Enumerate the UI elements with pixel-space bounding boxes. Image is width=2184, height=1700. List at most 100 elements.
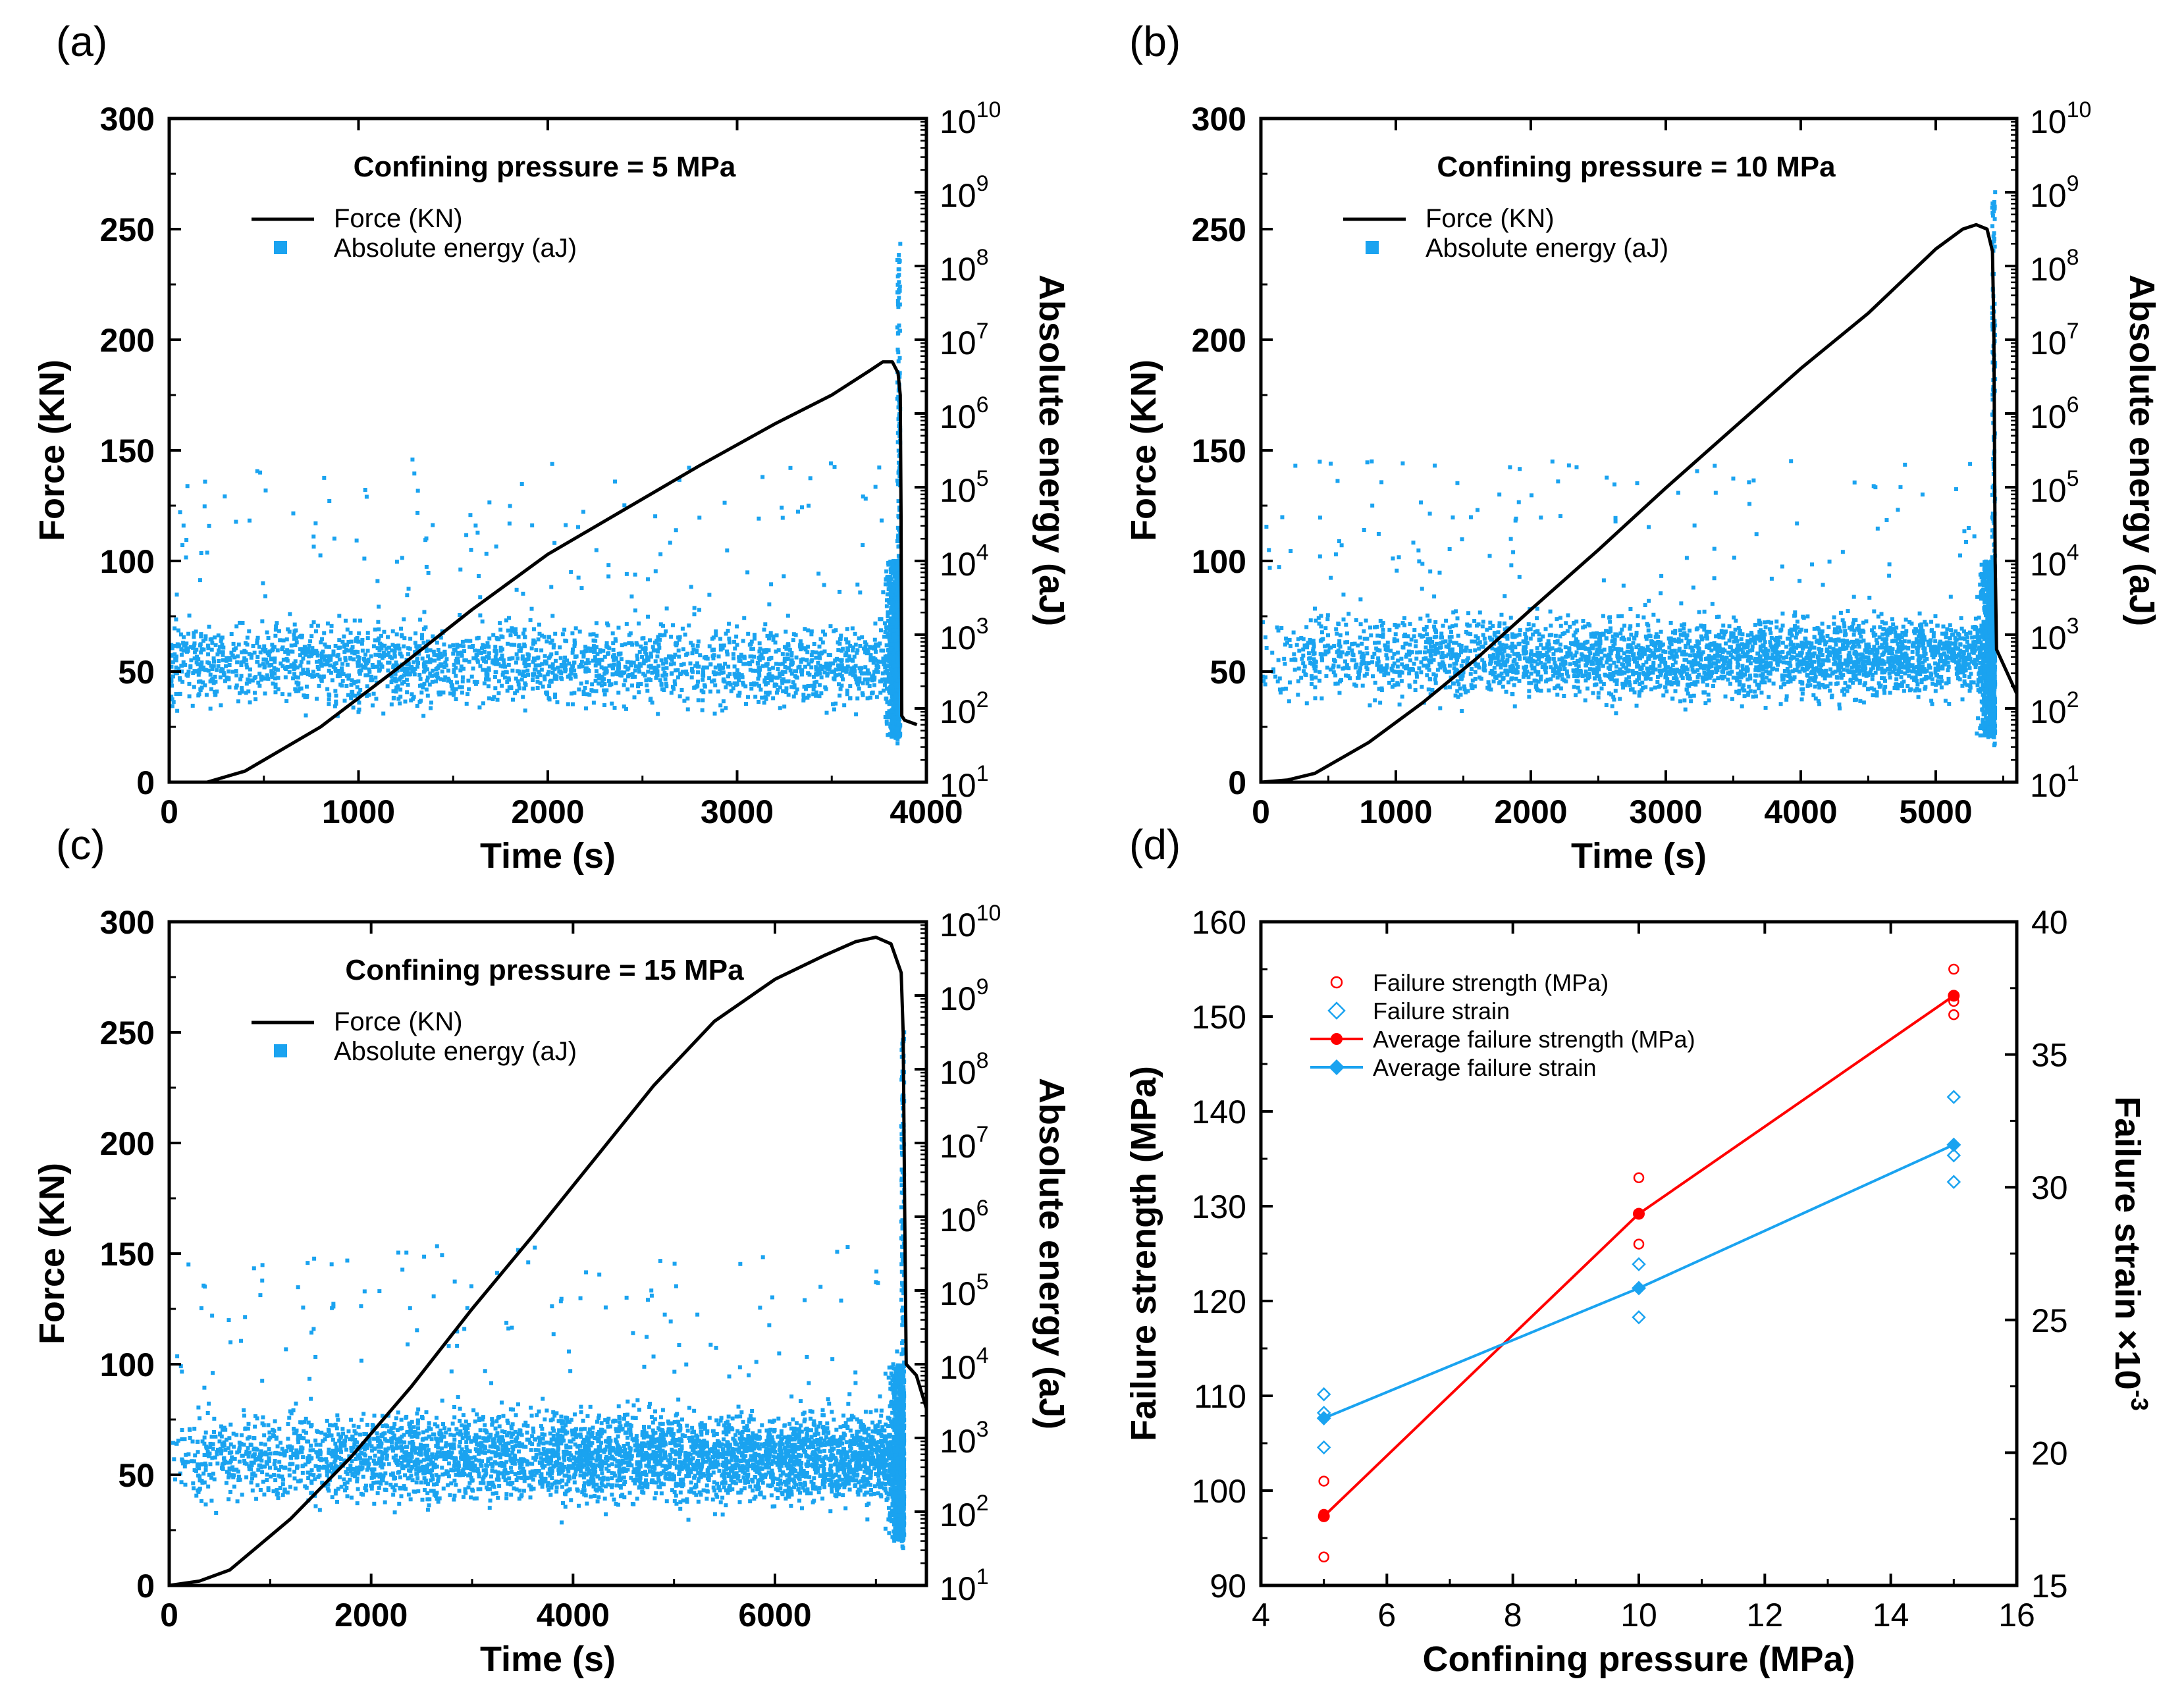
energy-point <box>1610 639 1614 644</box>
energy-point <box>724 706 728 710</box>
energy-spike-point <box>897 577 901 582</box>
energy-point <box>1962 629 1967 634</box>
energy-point <box>1632 652 1636 656</box>
energy-point <box>680 626 685 631</box>
energy-point <box>604 669 608 674</box>
energy-point <box>676 649 681 653</box>
y-axis-label: Force (KN) <box>32 359 72 541</box>
energy-point <box>1712 678 1717 683</box>
energy-point <box>822 670 827 675</box>
energy-point <box>1952 658 1957 662</box>
energy-point <box>232 655 237 660</box>
energy-point <box>593 655 597 660</box>
energy-point <box>333 662 337 666</box>
energy-point <box>1364 618 1368 623</box>
energy-point <box>292 633 296 637</box>
energy-cluster-point <box>891 559 895 564</box>
energy-point <box>171 674 176 679</box>
energy-point <box>340 679 345 683</box>
energy-point <box>439 635 443 640</box>
energy-point <box>802 684 807 689</box>
energy-point <box>345 662 350 667</box>
energy-point <box>433 679 438 683</box>
energy-spike-point <box>896 350 901 355</box>
energy-point <box>1794 631 1799 636</box>
energy-point <box>498 621 502 625</box>
energy-point <box>1711 661 1716 666</box>
energy-point <box>1368 703 1372 708</box>
energy-point <box>253 697 258 702</box>
energy-cluster-point <box>887 625 892 629</box>
energy-point <box>299 672 304 676</box>
energy-point <box>1593 635 1597 639</box>
energy-point <box>1788 631 1793 635</box>
energy-point <box>1632 656 1636 661</box>
energy-spike-point <box>896 714 901 718</box>
energy-point <box>739 673 744 677</box>
energy-point <box>491 658 496 663</box>
energy-cluster-point <box>883 654 888 659</box>
energy-point <box>1719 657 1724 662</box>
energy-point <box>400 668 404 672</box>
energy-point <box>572 691 577 695</box>
energy-point <box>1755 651 1760 656</box>
energy-point <box>723 662 728 666</box>
energy-point <box>1422 650 1427 654</box>
energy-point <box>647 677 652 681</box>
energy-point <box>869 645 874 650</box>
energy-point <box>479 651 483 655</box>
energy-point <box>365 684 369 689</box>
energy-point <box>873 621 878 625</box>
energy-point <box>579 659 584 664</box>
energy-outlier <box>653 569 658 573</box>
energy-point <box>215 689 219 694</box>
energy-point <box>285 664 290 669</box>
energy-point <box>487 668 491 672</box>
energy-point <box>1562 667 1567 672</box>
energy-point <box>626 660 630 664</box>
energy-point <box>245 665 250 670</box>
energy-point <box>1620 681 1625 686</box>
energy-point <box>1312 644 1316 649</box>
energy-point <box>192 650 197 654</box>
energy-point <box>683 632 687 637</box>
energy-point <box>400 674 404 679</box>
energy-point <box>629 663 633 668</box>
energy-point <box>861 647 866 651</box>
energy-point <box>623 642 627 647</box>
energy-point <box>1859 639 1863 644</box>
energy-point <box>763 622 768 627</box>
energy-point <box>732 656 736 660</box>
energy-point <box>1880 620 1884 624</box>
energy-point <box>504 670 509 675</box>
energy-point <box>1454 623 1458 627</box>
energy-point <box>804 687 809 691</box>
energy-point <box>778 671 782 676</box>
energy-point <box>529 606 534 611</box>
energy-point <box>1707 660 1712 664</box>
energy-point <box>273 627 278 632</box>
energy-point <box>832 707 836 712</box>
energy-point <box>1846 658 1851 662</box>
energy-point <box>687 623 691 627</box>
energy-point <box>760 695 764 700</box>
energy-cluster-point <box>890 604 895 608</box>
energy-point <box>865 696 870 701</box>
energy-point <box>1651 612 1656 617</box>
energy-point <box>1789 640 1794 645</box>
energy-outlier <box>624 571 629 576</box>
energy-point <box>495 697 500 702</box>
energy-point <box>572 644 577 649</box>
energy-point <box>774 649 778 654</box>
energy-outlier <box>622 503 627 508</box>
energy-point <box>1618 655 1623 660</box>
energy-point <box>269 673 274 677</box>
energy-point <box>821 629 826 634</box>
energy-point <box>356 639 361 644</box>
energy-cluster-point <box>893 572 897 577</box>
energy-outlier <box>594 548 599 552</box>
energy-point <box>1611 695 1616 699</box>
energy-point <box>1757 668 1761 673</box>
y2-tick-exponent: 7 <box>976 319 989 344</box>
energy-point <box>1529 649 1533 654</box>
